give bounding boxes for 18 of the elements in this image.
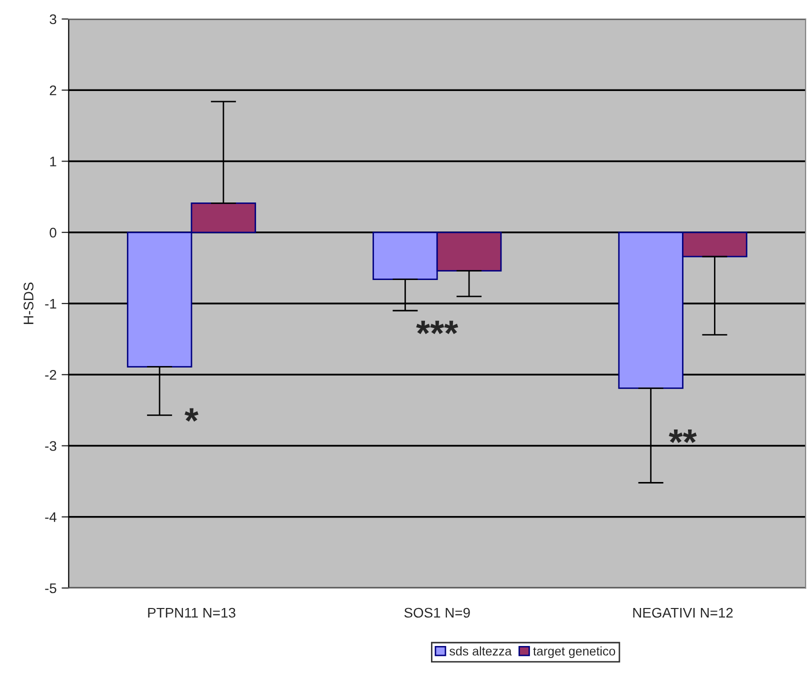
- x-tick-label: PTPN11 N=13: [148, 608, 236, 618]
- x-tick-label: NEGATIVI N=12: [633, 608, 733, 618]
- legend-label: sds altezza: [450, 646, 512, 656]
- y-tick-label: -5: [45, 583, 56, 594]
- annotation: *: [184, 408, 198, 422]
- y-tick-label: -1: [45, 298, 56, 309]
- legend-label: target genetico: [533, 646, 616, 658]
- y-tick-label: 1: [50, 156, 56, 166]
- annotation: **: [668, 430, 697, 443]
- x-tick-label: SOS1 N=9: [404, 608, 470, 618]
- y-tick-label: -2: [45, 370, 56, 380]
- y-tick-label: 0: [50, 228, 56, 238]
- y-axis-title: H-SDS: [24, 282, 34, 324]
- annotation: ***: [416, 320, 458, 334]
- y-tick-label: 3: [50, 14, 56, 24]
- y-tick-label: 2: [50, 85, 56, 96]
- y-tick-label: -4: [45, 512, 56, 522]
- y-tick-label: -3: [45, 441, 56, 451]
